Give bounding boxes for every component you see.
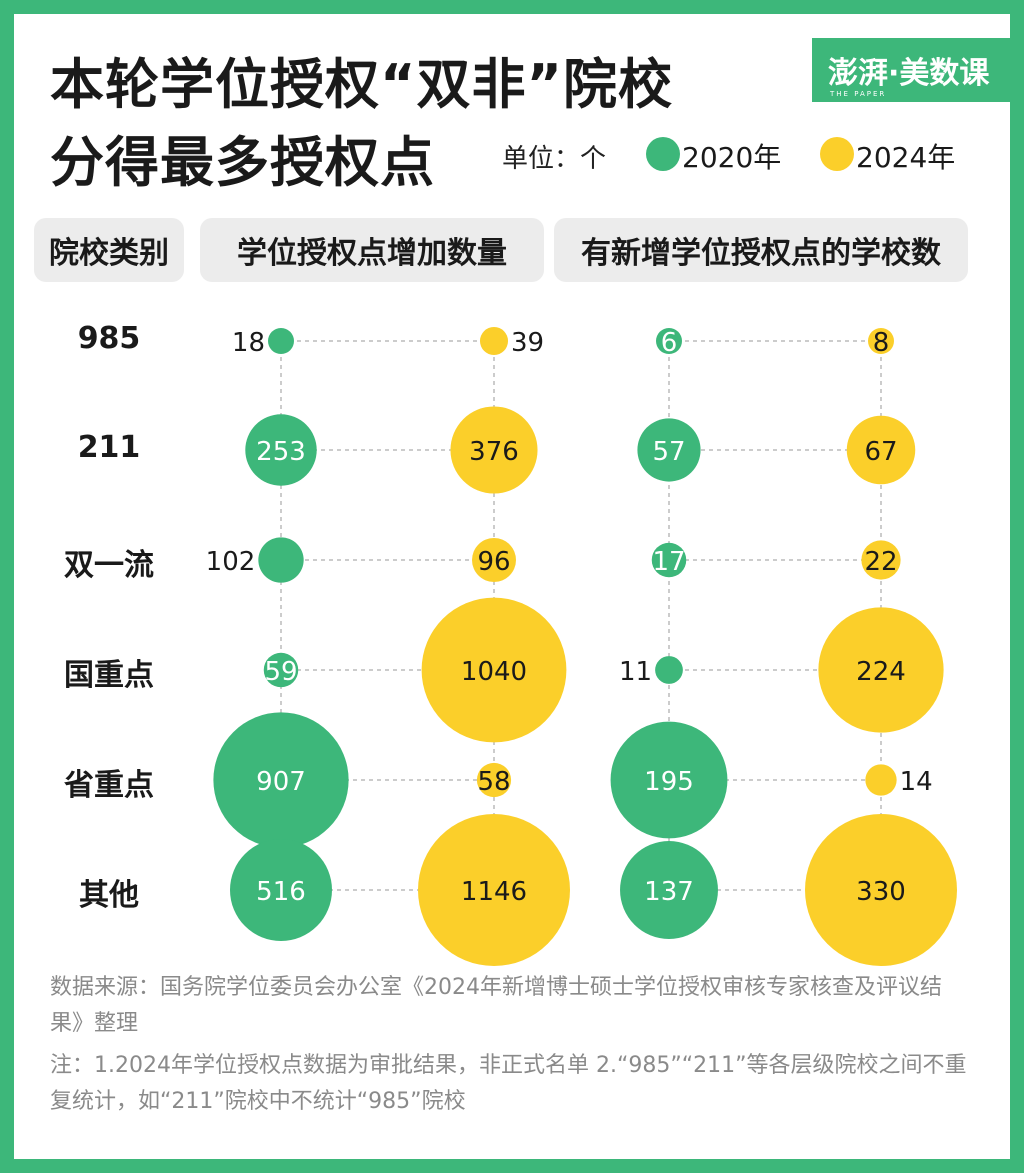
bubble (620, 841, 718, 939)
bubble (818, 607, 944, 733)
bubble-value-label: 96 (477, 547, 510, 577)
bubble-value-label: 516 (256, 877, 306, 907)
column-header-authorization-points: 学位授权点增加数量 (200, 218, 544, 282)
chart-title-line-1: 本轮学位授权“双非”院校 (50, 53, 673, 116)
bubble (655, 656, 683, 684)
bubble-value-label: 59 (264, 657, 297, 687)
bubble-value-label: 39 (511, 328, 544, 358)
bubble (258, 537, 304, 583)
bubble (805, 814, 957, 966)
bubble (476, 762, 512, 798)
bubble (861, 540, 901, 580)
bubble (610, 721, 728, 839)
bubble (637, 418, 701, 482)
bubble-value-label: 102 (206, 547, 256, 577)
bubble (268, 328, 294, 354)
bubble-value-label: 224 (856, 657, 906, 687)
row-label: 其他 (79, 878, 139, 913)
row-label: 985 (77, 321, 141, 356)
bubble-value-label: 6 (661, 328, 678, 358)
legend-label-2020: 2020年 (682, 141, 782, 174)
bubble-value-label: 907 (256, 767, 306, 797)
bubble-value-label: 57 (652, 437, 685, 467)
legend-swatch-2020 (646, 137, 680, 171)
row-label: 211 (77, 430, 141, 465)
bubble-value-label: 14 (900, 767, 933, 797)
bubble (846, 415, 916, 485)
bubble-value-label: 8 (873, 328, 890, 358)
bubble (213, 712, 349, 848)
bubble (656, 328, 682, 354)
bubble (472, 538, 516, 582)
column-header-school-count: 有新增学位授权点的学校数 (554, 218, 968, 282)
data-source-note: 数据来源：国务院学位委员会办公室《2024年新增博士硕士学位授权审核专家核查及评… (50, 975, 942, 1036)
unit-label: 单位：个 (502, 144, 607, 174)
bubble-value-label: 195 (644, 767, 694, 797)
bubble (245, 414, 317, 486)
bubble-value-label: 253 (256, 437, 306, 467)
brand-logo-subtitle: THE PAPER (830, 90, 887, 98)
bubble (418, 814, 570, 966)
bubble-value-label: 58 (477, 767, 510, 797)
watermark: 搜狐号@青科新闻 (858, 1140, 1002, 1161)
bubble-value-label: 1040 (461, 657, 527, 687)
bubble (868, 328, 894, 354)
bubble-value-label: 17 (652, 547, 685, 577)
row-label: 国重点 (64, 658, 154, 693)
bubble (263, 652, 299, 688)
bubble-value-label: 376 (469, 437, 519, 467)
bubble-value-label: 330 (856, 877, 906, 907)
bubble-value-label: 11 (619, 657, 652, 687)
bubble (421, 597, 567, 743)
bubble (450, 406, 538, 494)
chart-title-line-2: 分得最多授权点 (50, 131, 435, 194)
row-label: 双一流 (64, 548, 154, 583)
bubble (479, 326, 509, 356)
legend-label-2024: 2024年 (856, 141, 956, 174)
brand-logo: 澎湃·美数课 (812, 38, 1010, 102)
bubble-value-label: 137 (644, 877, 694, 907)
bubble (865, 764, 897, 796)
footnote: 注：1.2024年学位授权点数据为审批结果，非正式名单 2.“985”“211”… (50, 1053, 967, 1114)
chart-frame (14, 14, 1010, 1159)
column-header-category: 院校类别 (34, 218, 184, 282)
bubble-value-label: 67 (864, 437, 897, 467)
legend-swatch-2024 (820, 137, 854, 171)
bubble-value-label: 1146 (461, 877, 527, 907)
bubble-value-label: 18 (232, 328, 265, 358)
bubble-value-label: 22 (864, 547, 897, 577)
bubble (651, 542, 687, 578)
bubble (230, 839, 332, 941)
row-label: 省重点 (64, 768, 154, 803)
